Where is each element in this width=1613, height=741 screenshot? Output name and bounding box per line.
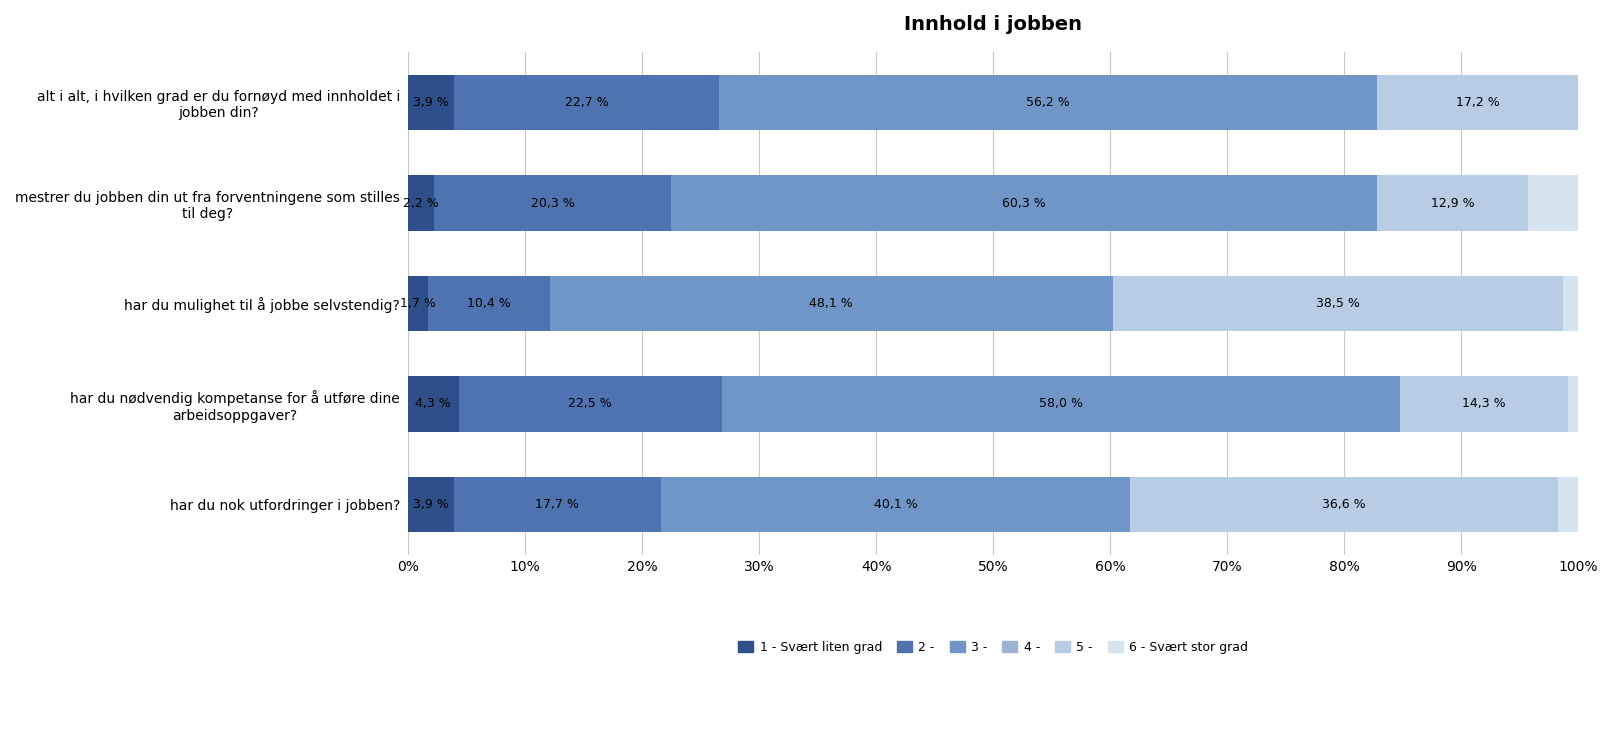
Text: 48,1 %: 48,1 % (810, 297, 853, 310)
Text: 3,9 %: 3,9 % (413, 498, 448, 511)
Bar (1563, 276, 1578, 331)
Bar (1528, 176, 1578, 230)
Text: 60,3 %: 60,3 % (1002, 196, 1047, 210)
Legend: 1 - Svært liten grad, 2 -, 3 -, 4 -, 5 -, 6 - Svært stor grad: 1 - Svært liten grad, 2 -, 3 -, 4 -, 5 -… (734, 637, 1253, 659)
Bar (1378, 176, 1528, 230)
Bar (1378, 75, 1578, 130)
Text: 3,9 %: 3,9 % (413, 96, 448, 109)
Text: 1,7 %: 1,7 % (400, 297, 436, 310)
Text: 40,1 %: 40,1 % (874, 498, 918, 511)
Bar (453, 476, 661, 532)
Bar (1558, 476, 1578, 532)
Text: 58,0 %: 58,0 % (1039, 397, 1082, 411)
Text: 56,2 %: 56,2 % (1026, 96, 1069, 109)
Bar (453, 75, 719, 130)
Bar (408, 376, 458, 431)
Bar (719, 75, 1378, 130)
Text: 14,3 %: 14,3 % (1463, 397, 1507, 411)
Bar (408, 476, 453, 532)
Text: 20,3 %: 20,3 % (531, 196, 574, 210)
Bar (1113, 276, 1563, 331)
Bar (1400, 376, 1568, 431)
Bar (661, 476, 1131, 532)
Title: Innhold i jobben: Innhold i jobben (905, 15, 1082, 34)
Text: 17,7 %: 17,7 % (536, 498, 579, 511)
Bar (1131, 476, 1558, 532)
Bar (721, 376, 1400, 431)
Bar (408, 75, 453, 130)
Bar (408, 276, 427, 331)
Text: 22,5 %: 22,5 % (568, 397, 611, 411)
Bar (671, 176, 1378, 230)
Text: 17,2 %: 17,2 % (1457, 96, 1500, 109)
Bar (1568, 376, 1578, 431)
Text: 2,2 %: 2,2 % (403, 196, 439, 210)
Text: 22,7 %: 22,7 % (565, 96, 608, 109)
Text: 36,6 %: 36,6 % (1323, 498, 1366, 511)
Bar (550, 276, 1113, 331)
Text: 4,3 %: 4,3 % (416, 397, 452, 411)
Text: 38,5 %: 38,5 % (1316, 297, 1360, 310)
Bar (458, 376, 721, 431)
Bar (427, 276, 550, 331)
Bar (408, 176, 434, 230)
Text: 12,9 %: 12,9 % (1431, 196, 1474, 210)
Bar (434, 176, 671, 230)
Text: 10,4 %: 10,4 % (468, 297, 511, 310)
